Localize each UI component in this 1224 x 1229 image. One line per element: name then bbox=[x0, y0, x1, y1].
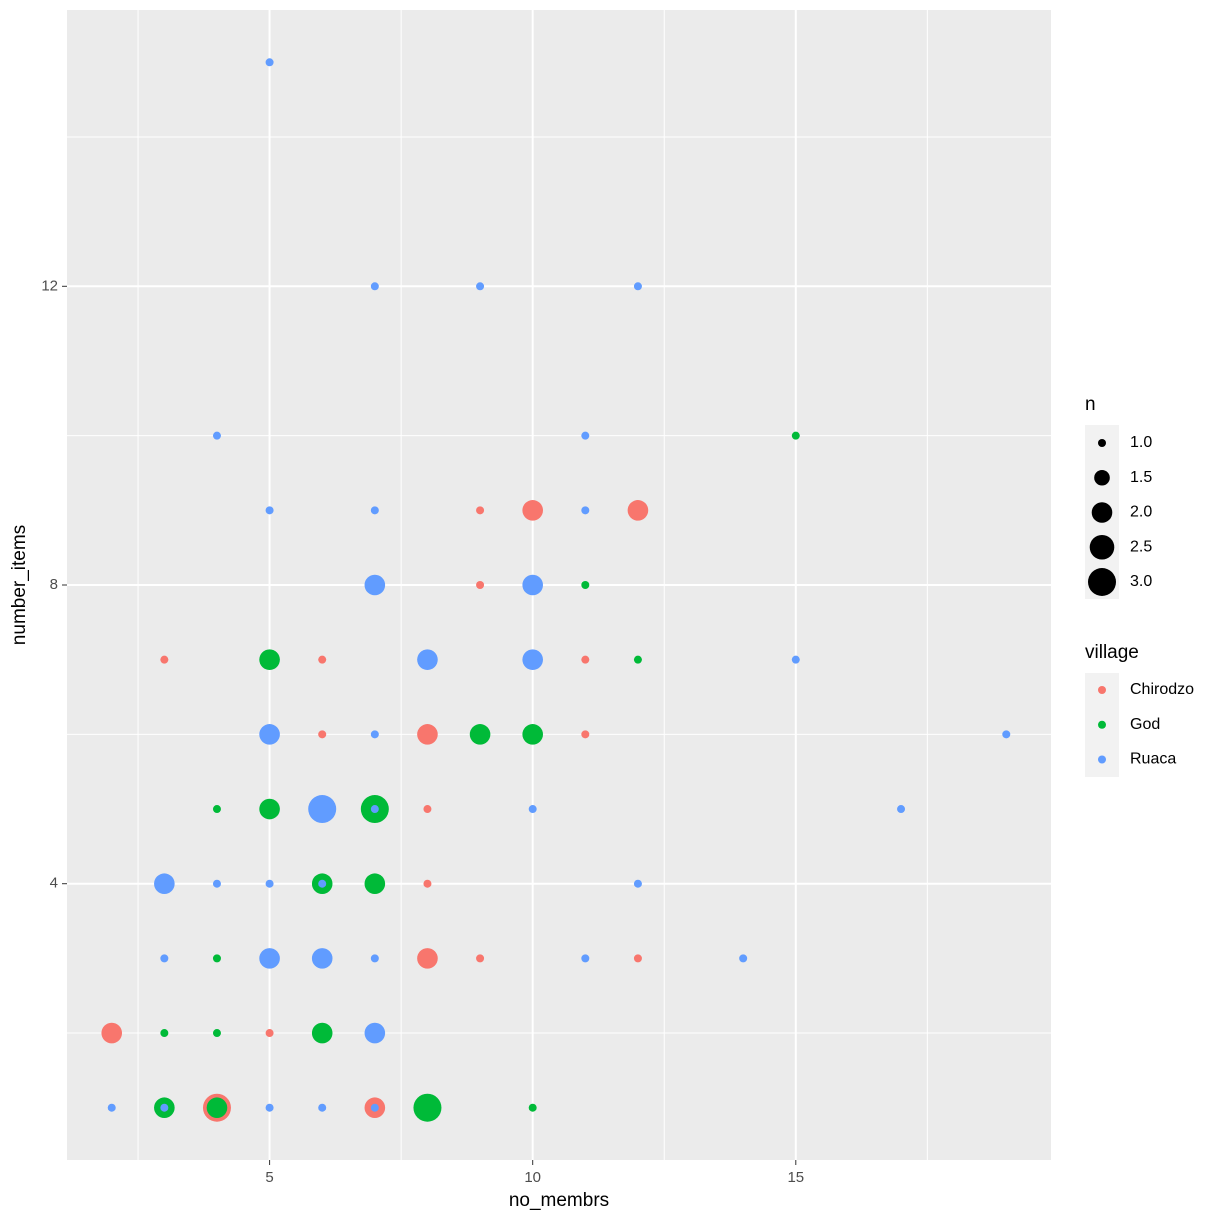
size-legend-key bbox=[1089, 534, 1115, 560]
y-axis-title: number_items bbox=[9, 525, 30, 645]
point bbox=[259, 798, 280, 820]
point bbox=[265, 1029, 274, 1038]
point bbox=[476, 282, 485, 291]
point bbox=[154, 873, 175, 894]
point bbox=[417, 649, 438, 670]
x-tick-label: 15 bbox=[787, 1169, 804, 1186]
point bbox=[101, 1022, 123, 1044]
legend-label: Chirodzo bbox=[1130, 681, 1194, 698]
point bbox=[160, 1029, 169, 1038]
point bbox=[528, 805, 537, 814]
point bbox=[212, 805, 221, 814]
point bbox=[370, 1103, 379, 1112]
point bbox=[791, 655, 800, 664]
point bbox=[633, 954, 642, 963]
point bbox=[522, 724, 543, 745]
point bbox=[308, 795, 337, 824]
y-tick-label: 12 bbox=[41, 277, 58, 294]
point bbox=[370, 730, 379, 739]
point bbox=[469, 724, 491, 745]
point bbox=[581, 431, 590, 440]
point bbox=[212, 1029, 221, 1038]
point bbox=[413, 1093, 442, 1122]
point bbox=[318, 1103, 327, 1112]
point bbox=[265, 879, 274, 888]
size-legend-label: 2.0 bbox=[1130, 504, 1152, 521]
point bbox=[364, 1022, 386, 1044]
point bbox=[107, 1103, 116, 1112]
point bbox=[739, 954, 748, 963]
point bbox=[212, 431, 221, 440]
point bbox=[160, 1103, 169, 1112]
point bbox=[370, 282, 379, 291]
point bbox=[627, 500, 649, 521]
point bbox=[476, 954, 485, 963]
size-legend-key bbox=[1094, 469, 1110, 486]
legend-key bbox=[1098, 755, 1106, 764]
point bbox=[633, 282, 642, 291]
point bbox=[633, 879, 642, 888]
y-tick-label: 8 bbox=[50, 576, 58, 593]
x-tick-label: 10 bbox=[524, 1169, 541, 1186]
x-tick-label: 5 bbox=[265, 1169, 273, 1186]
size-legend-key bbox=[1098, 439, 1106, 447]
size-legend-key bbox=[1091, 502, 1113, 523]
size-legend-label: 3.0 bbox=[1130, 573, 1152, 590]
point bbox=[311, 948, 333, 969]
point bbox=[318, 730, 327, 739]
point bbox=[259, 724, 280, 745]
point bbox=[581, 954, 590, 963]
point bbox=[206, 1097, 228, 1119]
point bbox=[633, 655, 642, 664]
x-axis-title: no_membrs bbox=[509, 1190, 609, 1211]
point bbox=[522, 649, 543, 670]
point bbox=[522, 574, 543, 596]
point bbox=[265, 58, 274, 67]
point bbox=[259, 649, 280, 670]
point bbox=[265, 506, 274, 515]
point bbox=[423, 805, 432, 814]
point bbox=[897, 805, 906, 814]
point bbox=[212, 954, 221, 963]
point bbox=[311, 1022, 333, 1044]
size-legend-key bbox=[1088, 568, 1116, 596]
legend-key bbox=[1098, 720, 1106, 729]
size-legend-label: 1.5 bbox=[1130, 469, 1152, 486]
point bbox=[318, 655, 327, 664]
y-tick-label: 4 bbox=[50, 875, 58, 892]
point bbox=[522, 500, 543, 521]
legend-key bbox=[1098, 686, 1106, 694]
point bbox=[423, 879, 432, 888]
size-legend-label: 1.0 bbox=[1130, 434, 1152, 451]
point bbox=[212, 879, 221, 888]
point bbox=[791, 431, 800, 440]
point bbox=[370, 954, 379, 963]
point bbox=[528, 1103, 537, 1112]
point bbox=[417, 724, 438, 745]
point bbox=[417, 948, 438, 969]
point bbox=[476, 506, 485, 515]
legend-label: God bbox=[1130, 716, 1160, 733]
point bbox=[581, 506, 590, 515]
point bbox=[364, 873, 386, 894]
point bbox=[1002, 730, 1011, 739]
size-legend-label: 2.5 bbox=[1130, 538, 1152, 555]
point bbox=[581, 730, 590, 739]
point bbox=[160, 655, 169, 664]
color-legend-title: village bbox=[1085, 642, 1139, 663]
legend-label: Ruaca bbox=[1130, 751, 1176, 768]
point bbox=[581, 581, 590, 589]
point bbox=[476, 581, 485, 589]
point bbox=[318, 879, 327, 888]
point bbox=[160, 954, 169, 963]
point bbox=[581, 655, 590, 664]
size-legend-title: n bbox=[1085, 394, 1096, 415]
point bbox=[259, 948, 280, 969]
point bbox=[370, 506, 379, 515]
point bbox=[364, 574, 386, 596]
point bbox=[370, 805, 379, 814]
point bbox=[265, 1103, 274, 1112]
